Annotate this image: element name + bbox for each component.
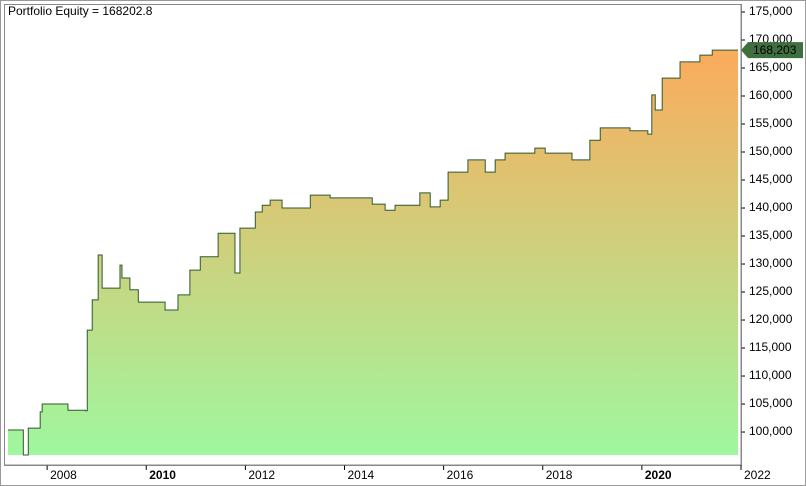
x-tick-label: 2012: [248, 468, 275, 482]
y-tick-label: 115,000: [749, 340, 792, 354]
y-tick-label: 160,000: [749, 88, 793, 102]
y-tick-label: 165,000: [749, 60, 793, 74]
x-tick-label: 2016: [447, 468, 474, 482]
x-tick-label: 2022: [744, 468, 771, 482]
y-tick-label: 110,000: [749, 368, 792, 382]
y-tick-label: 150,000: [749, 144, 793, 158]
x-tick-label: 2014: [348, 468, 375, 482]
y-tick-label: 175,000: [749, 4, 793, 18]
y-tick-label: 145,000: [749, 172, 793, 186]
y-tick-label: 135,000: [749, 228, 793, 242]
y-tick-label: 100,000: [749, 424, 793, 438]
last-value-label: 168,203: [753, 43, 797, 57]
y-tick-label: 125,000: [749, 284, 793, 298]
y-tick-label: 130,000: [749, 256, 793, 270]
y-tick-label: 120,000: [749, 312, 793, 326]
equity-line: [7, 49, 739, 456]
x-tick-label: 2010: [149, 468, 176, 482]
x-tick-label: 2020: [645, 468, 672, 482]
equity-area: [7, 50, 739, 455]
x-tick-label: 2008: [50, 468, 77, 482]
y-tick-label: 105,000: [749, 396, 793, 410]
chart-title: Portfolio Equity = 168202.8: [8, 4, 153, 18]
last-value-marker: [741, 42, 803, 59]
y-tick-label: 155,000: [749, 116, 793, 130]
y-tick-label: 140,000: [749, 200, 793, 214]
x-tick-label: 2018: [546, 468, 573, 482]
